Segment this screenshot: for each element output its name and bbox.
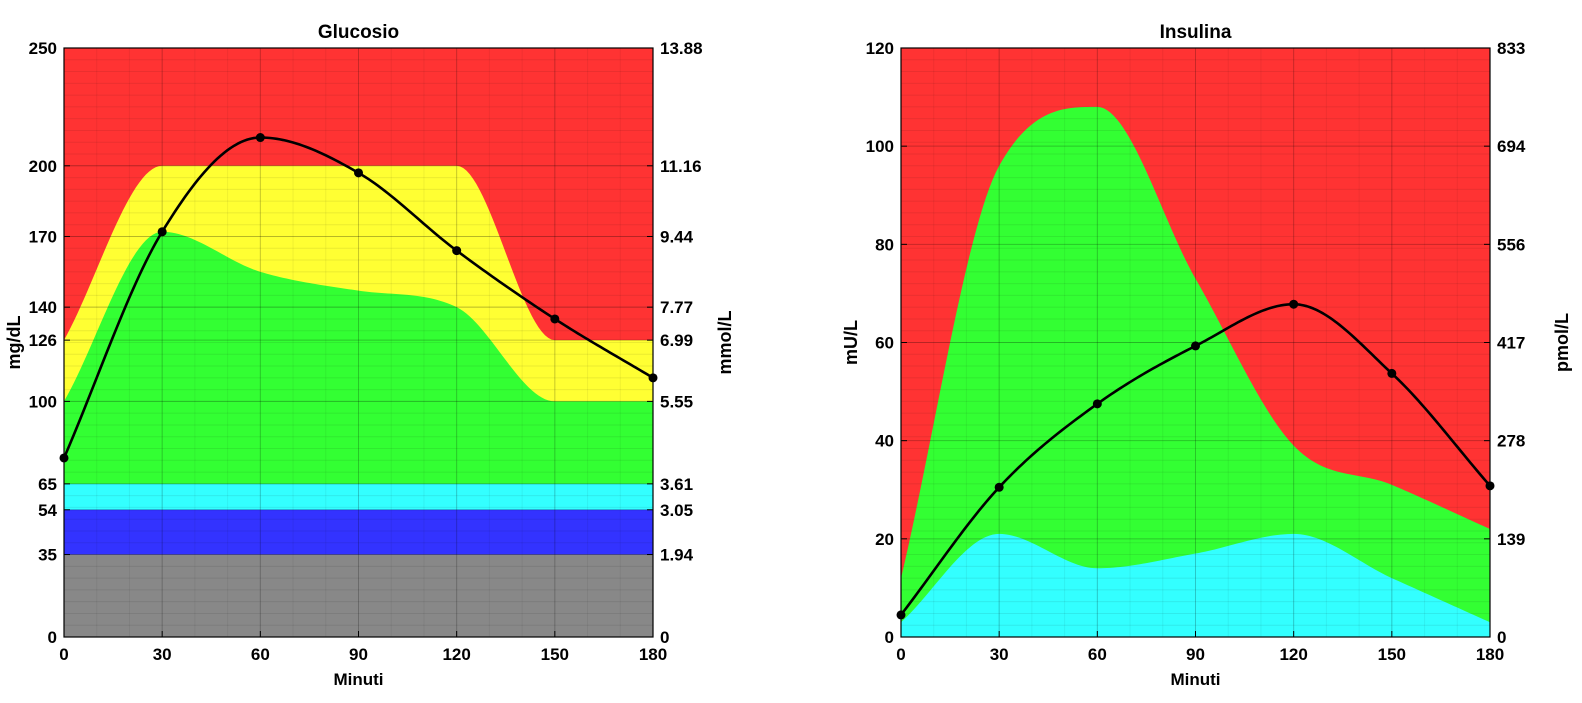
y-right-tick-label: 139 bbox=[1497, 530, 1525, 549]
y-right-tick-label: 694 bbox=[1497, 137, 1526, 156]
data-point bbox=[59, 453, 69, 463]
x-tick-label: 180 bbox=[639, 645, 667, 664]
zone-normale bbox=[901, 106, 1490, 637]
zone-bassa bbox=[901, 533, 1490, 637]
chart-title: Glucosio bbox=[318, 22, 399, 43]
y-axis-label: mU/L bbox=[841, 320, 861, 365]
y-right-tick-label: 1.94 bbox=[660, 546, 694, 565]
y-right-tick-label: 11.16 bbox=[660, 157, 702, 176]
y-right-tick-label: 9.44 bbox=[660, 227, 694, 246]
data-point bbox=[255, 133, 265, 143]
y-tick-label: 100 bbox=[866, 137, 894, 156]
y-tick-label: 20 bbox=[875, 530, 894, 549]
y-tick-label: 80 bbox=[875, 235, 894, 254]
y-right-tick-label: 0 bbox=[660, 628, 669, 647]
x-tick-label: 150 bbox=[1378, 645, 1406, 664]
data-point bbox=[648, 373, 658, 383]
data-point bbox=[1485, 481, 1495, 491]
data-point bbox=[354, 168, 363, 178]
data-point bbox=[896, 610, 906, 620]
y-tick-label: 0 bbox=[48, 628, 57, 647]
data-point bbox=[994, 482, 1004, 492]
y-tick-label: 100 bbox=[29, 392, 57, 411]
y-right-tick-label: 7.77 bbox=[660, 298, 693, 317]
x-tick-label: 60 bbox=[1088, 645, 1107, 664]
y-tick-label: 120 bbox=[866, 39, 894, 58]
y-right-tick-label: 6.99 bbox=[660, 331, 693, 350]
y-tick-label: 54 bbox=[38, 501, 57, 520]
zone-ipo-grave bbox=[64, 554, 653, 637]
y-tick-label: 126 bbox=[29, 331, 57, 350]
data-point bbox=[1387, 368, 1397, 378]
data-point bbox=[1289, 299, 1299, 309]
y-right-axis-label: pmol/L bbox=[1552, 313, 1572, 372]
y-tick-label: 250 bbox=[29, 39, 57, 58]
y-tick-label: 140 bbox=[29, 298, 57, 317]
y-tick-label: 0 bbox=[885, 628, 894, 647]
x-tick-label: 180 bbox=[1476, 645, 1504, 664]
x-tick-label: 30 bbox=[990, 645, 1009, 664]
y-right-tick-label: 3.61 bbox=[660, 475, 693, 494]
data-point bbox=[550, 314, 560, 324]
x-tick-label: 150 bbox=[541, 645, 569, 664]
x-tick-label: 90 bbox=[349, 645, 368, 664]
y-axis-label: mg/dL bbox=[4, 316, 24, 370]
y-tick-label: 170 bbox=[29, 227, 57, 246]
y-right-tick-label: 833 bbox=[1497, 39, 1525, 58]
data-point bbox=[1092, 399, 1102, 409]
y-right-tick-label: 278 bbox=[1497, 432, 1525, 451]
y-right-tick-label: 3.05 bbox=[660, 501, 693, 520]
x-axis-label: Minuti bbox=[1170, 670, 1220, 689]
y-tick-label: 60 bbox=[875, 334, 894, 353]
y-tick-label: 35 bbox=[38, 546, 57, 565]
data-point bbox=[157, 227, 167, 237]
x-tick-label: 30 bbox=[153, 645, 172, 664]
x-tick-label: 0 bbox=[896, 645, 905, 664]
y-tick-label: 65 bbox=[38, 475, 57, 494]
x-tick-label: 0 bbox=[59, 645, 68, 664]
y-tick-label: 200 bbox=[29, 157, 57, 176]
x-tick-label: 60 bbox=[251, 645, 270, 664]
x-tick-label: 120 bbox=[1279, 645, 1307, 664]
x-axis-label: Minuti bbox=[333, 670, 383, 689]
y-right-tick-label: 13.88 bbox=[660, 39, 703, 58]
y-right-tick-label: 5.55 bbox=[660, 392, 693, 411]
x-tick-label: 120 bbox=[442, 645, 470, 664]
y-right-axis-label: mmol/L bbox=[715, 310, 735, 374]
chart-title: Insulina bbox=[1160, 22, 1232, 43]
y-right-tick-label: 417 bbox=[1497, 334, 1525, 353]
data-point bbox=[452, 246, 462, 256]
y-right-tick-label: 556 bbox=[1497, 235, 1525, 254]
y-right-tick-label: 0 bbox=[1497, 628, 1506, 647]
data-point bbox=[1191, 341, 1200, 351]
y-tick-label: 40 bbox=[875, 432, 894, 451]
x-tick-label: 90 bbox=[1186, 645, 1205, 664]
